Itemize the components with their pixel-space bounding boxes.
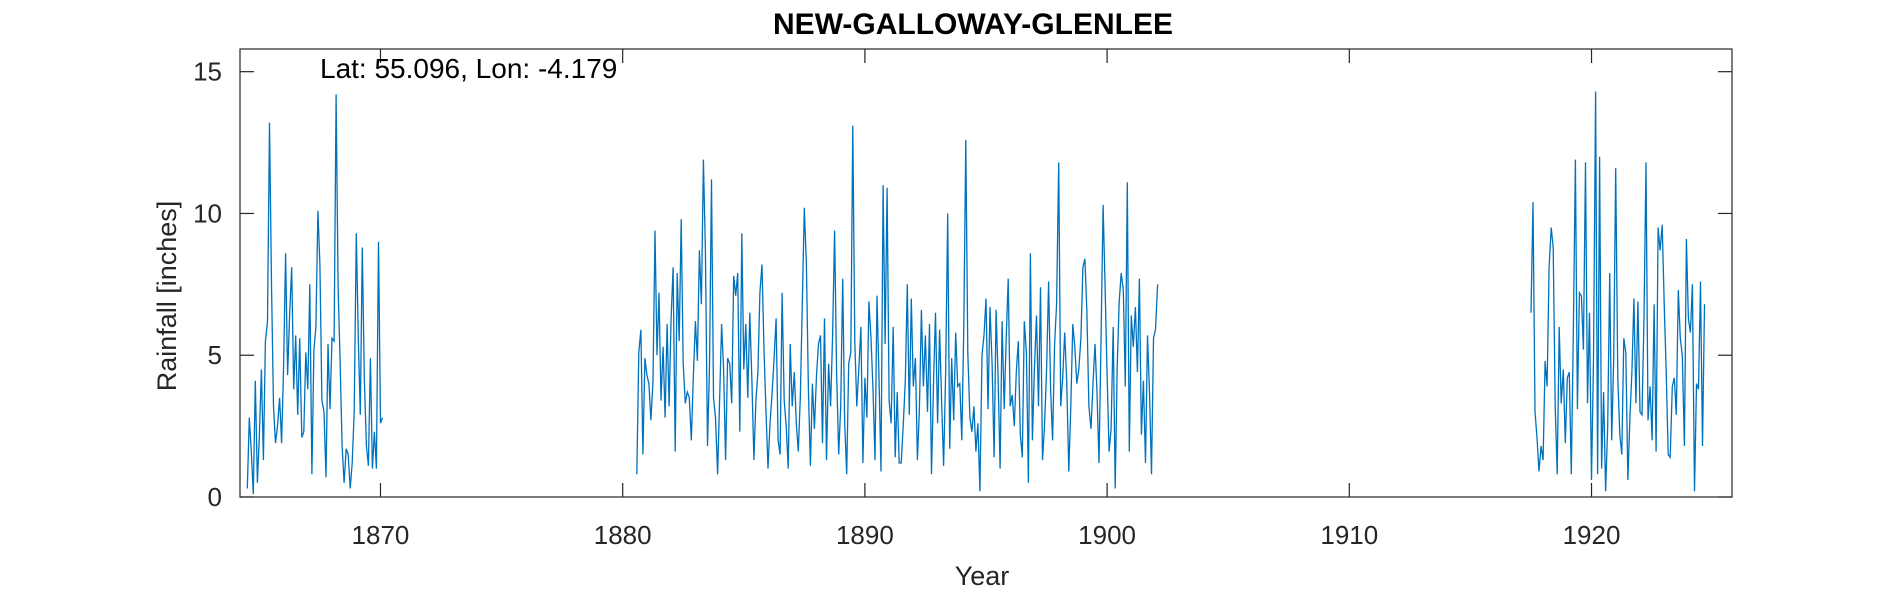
y-axis-label: Rainfall [inches] [152, 201, 182, 392]
y-axis-ticks: 0 5 10 15 [193, 57, 1732, 512]
rainfall-series-line [246, 91, 1706, 495]
x-tick-label: 1920 [1563, 520, 1621, 550]
y-tick-label: 5 [208, 340, 222, 370]
x-tick-label: 1910 [1320, 520, 1378, 550]
y-tick-label: 15 [193, 57, 222, 87]
axes-frame [239, 48, 1733, 498]
y-tick-label: 10 [193, 198, 222, 228]
x-axis-ticks: 1870 1880 1890 1900 1910 1920 [352, 49, 1621, 550]
x-tick-label: 1890 [836, 520, 894, 550]
x-tick-label: 1900 [1078, 520, 1136, 550]
plot-area-box [239, 48, 1733, 498]
x-tick-label: 1880 [594, 520, 652, 550]
y-tick-label: 0 [208, 482, 222, 512]
location-annotation: Lat: 55.096, Lon: -4.179 [320, 53, 617, 84]
x-tick-label: 1870 [352, 520, 410, 550]
chart-title: NEW-GALLOWAY-GLENLEE [773, 8, 1173, 41]
x-axis-label: Year [955, 561, 1010, 591]
